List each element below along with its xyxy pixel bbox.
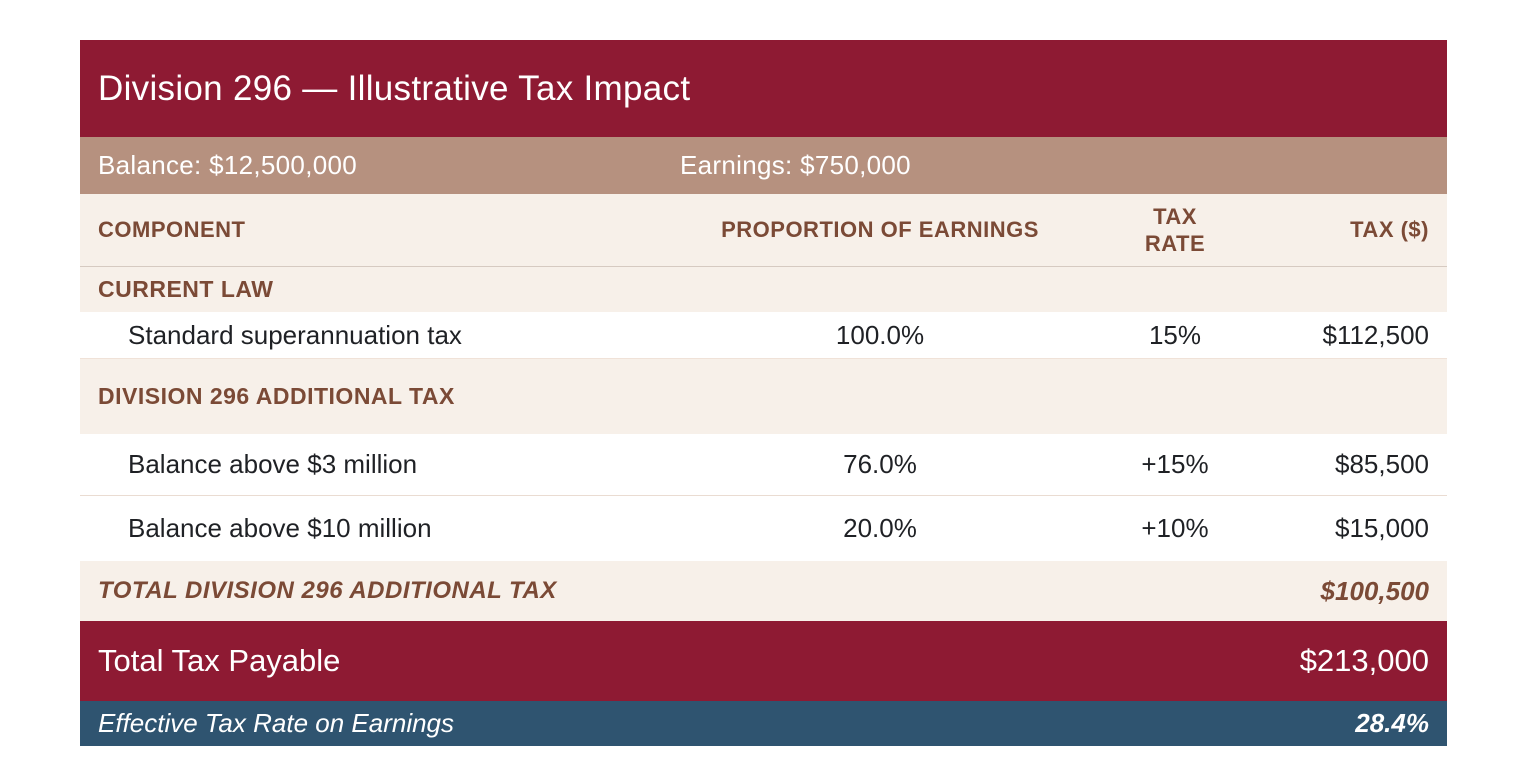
cell-tax: $15,000 — [1335, 513, 1429, 543]
column-header-tax-rate: TAX RATE — [1080, 194, 1270, 266]
table-row-total-division-296: TOTAL DIVISION 296 ADDITIONAL TAX $100,5… — [80, 561, 1447, 621]
cell-proportion: 20.0% — [843, 513, 917, 543]
title-bar: Division 296 — Illustrative Tax Impact — [80, 40, 1447, 137]
balance-value: Balance: $12,500,000 — [98, 150, 357, 180]
cell-tax-rate: +10% — [1141, 513, 1209, 543]
column-header-tax: TAX ($) — [1350, 217, 1429, 242]
cell-tax: $112,500 — [1322, 319, 1429, 350]
cell-proportion: 100.0% — [835, 319, 925, 350]
table-row-balance-above-10m: Balance above $10 million 20.0% +10% $15… — [80, 496, 1447, 561]
section-header-current-law-label: CURRENT LAW — [98, 276, 274, 302]
column-header-component: COMPONENT — [98, 217, 246, 242]
total-tax-payable-label: Total Tax Payable — [98, 643, 341, 678]
table-row-standard-super-tax: Standard superannuation tax 100.0% 15% $… — [80, 312, 1447, 359]
cell-proportion: 76.0% — [843, 449, 917, 479]
section-header-division-296-label: DIVISION 296 ADDITIONAL TAX — [98, 383, 455, 409]
total-tax-payable-value: $213,000 — [1299, 643, 1429, 678]
cell-tax: $85,500 — [1335, 449, 1429, 479]
section-header-current-law: CURRENT LAW — [80, 267, 1447, 312]
page-title: Division 296 — Illustrative Tax Impact — [98, 68, 691, 108]
cell-component: Balance above $3 million — [128, 449, 418, 479]
cell-tax-rate: +15% — [1141, 449, 1209, 479]
effective-tax-rate-value: 28.4% — [1355, 708, 1429, 738]
cell-component: Balance above $10 million — [128, 513, 432, 543]
earnings-value: Earnings: $750,000 — [680, 150, 911, 180]
info-bar: Balance: $12,500,000 Earnings: $750,000 — [80, 137, 1447, 194]
table-row-effective-tax-rate: Effective Tax Rate on Earnings 28.4% — [80, 701, 1447, 746]
column-header-tax-rate-label: TAX RATE — [1144, 203, 1206, 257]
column-header-row: COMPONENT PROPORTION OF EARNINGS TAX RAT… — [80, 194, 1447, 267]
column-header-proportion: PROPORTION OF EARNINGS — [721, 217, 1039, 242]
total-division-296-label: TOTAL DIVISION 296 ADDITIONAL TAX — [98, 577, 557, 604]
table-row-total-tax-payable: Total Tax Payable $213,000 — [80, 621, 1447, 701]
tax-impact-table-card: Division 296 — Illustrative Tax Impact B… — [80, 40, 1447, 746]
total-division-296-value: $100,500 — [1320, 575, 1429, 606]
cell-component: Standard superannuation tax — [128, 319, 462, 350]
effective-tax-rate-label: Effective Tax Rate on Earnings — [98, 708, 455, 738]
section-header-division-296: DIVISION 296 ADDITIONAL TAX — [80, 359, 1447, 434]
cell-tax-rate: 15% — [1148, 319, 1202, 350]
table-row-balance-above-3m: Balance above $3 million 76.0% +15% $85,… — [80, 434, 1447, 496]
